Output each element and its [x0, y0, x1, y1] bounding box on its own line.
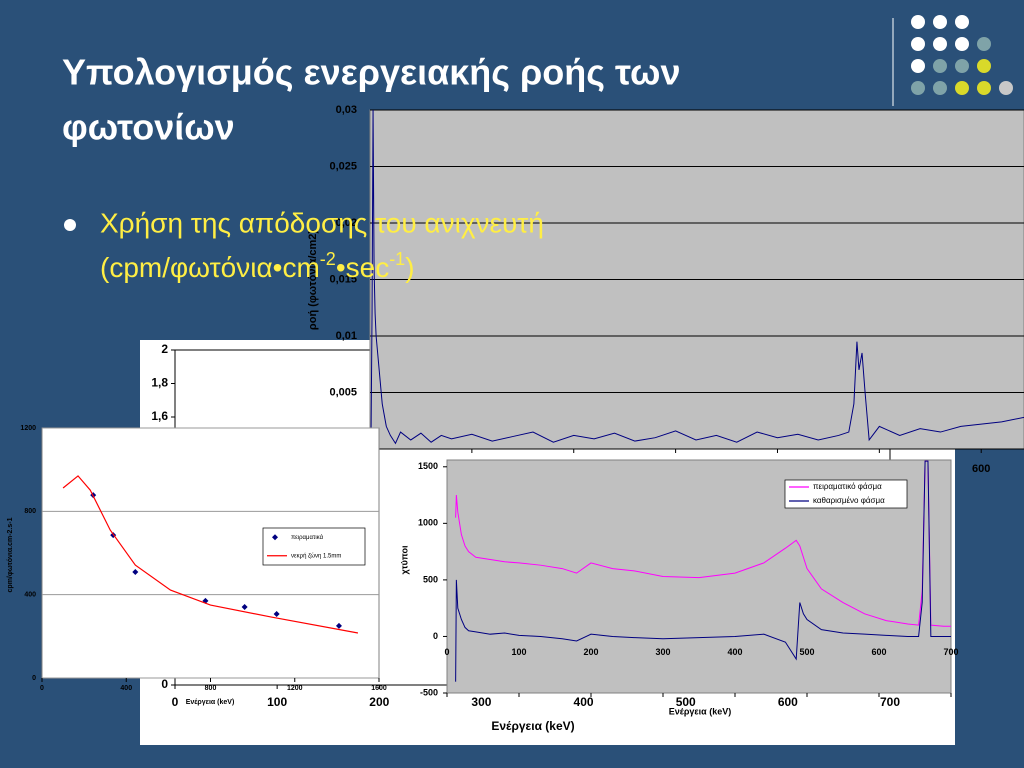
bullet-part: ) — [405, 252, 414, 283]
x-tick-label: 100 — [511, 647, 526, 657]
dot — [977, 81, 991, 95]
y-tick-label: 1,8 — [151, 376, 168, 390]
data-point — [241, 603, 248, 610]
x-tick-label: 600 — [871, 647, 886, 657]
dot — [955, 37, 969, 51]
chart: 00,0050,010,0150,020,0250,03010020030040… — [307, 104, 1024, 499]
dot — [955, 81, 969, 95]
y-tick-label: 0,025 — [329, 160, 357, 172]
chart: 0 400 800 1200 0 400 800 1200 1600 Ενέργεια (keV)… — [7, 425, 387, 706]
x-tick-label: 300 — [471, 695, 491, 709]
legend-label: καθαρισμένο φάσμα — [813, 496, 885, 505]
data-point — [335, 622, 342, 629]
x-tick-label: 400 — [727, 647, 742, 657]
x-tick-label: 0 — [444, 647, 449, 657]
plot — [370, 110, 1024, 445]
y-tick-label: 0,015 — [329, 273, 357, 285]
bullet-dot — [64, 219, 76, 231]
x-tick-label: 500 — [799, 647, 814, 657]
y-tick-label: 400 — [24, 592, 36, 599]
data-point — [132, 568, 139, 575]
x-tick-label: 100 — [267, 695, 287, 709]
x-tick-label: 400 — [120, 685, 132, 692]
y-tick-label: 0 — [32, 675, 36, 682]
slide-title: φωτονίων — [62, 107, 235, 148]
x-tick-label: 500 — [676, 695, 696, 709]
y-tick-label: -500 — [420, 687, 438, 697]
y-tick-label: 2 — [161, 342, 168, 356]
x-tick-label: 200 — [583, 647, 598, 657]
y-tick-label: 1200 — [20, 425, 36, 432]
x-axis-label: Ενέργεια (keV) — [491, 719, 574, 733]
y-axis-label: χτύποι — [399, 545, 409, 575]
slide-title: Υπολογισμός ενεργειακής ροής των — [62, 52, 681, 93]
legend-label: πειραματικά — [291, 534, 324, 541]
legend-marker — [272, 534, 278, 541]
dot — [955, 15, 969, 29]
dot — [977, 37, 991, 51]
x-tick-label: 800 — [205, 685, 217, 692]
y-tick-label: 1500 — [418, 461, 438, 471]
x-axis-label: Ενέργεια (keV) — [186, 699, 235, 706]
dot — [999, 81, 1013, 95]
bullet-part: (cpm/φωτόνια•cm — [100, 252, 320, 283]
dot — [977, 59, 991, 73]
dot — [933, 37, 947, 51]
chart: -500 0 500 1000 1500 0 100 200 300 400 500 600 700 Εν… — [399, 459, 959, 716]
bullet-text: Χρήση της απόδοσης του ανιχνευτή — [100, 207, 544, 238]
y-tick-label: 800 — [24, 508, 36, 515]
x-tick-label: 0 — [172, 695, 179, 709]
x-axis-label: Ενέργεια (keV) — [669, 706, 731, 716]
dot — [933, 81, 947, 95]
plot — [62, 475, 359, 634]
x-tick-label: 700 — [943, 647, 958, 657]
legend-label: πειραματικό φάσμα — [813, 482, 882, 491]
legend-label: νεκρή ζώνη 1.5mm — [291, 552, 341, 559]
legend-box — [784, 479, 908, 509]
dot — [933, 59, 947, 73]
dot — [911, 59, 925, 73]
y-axis-label: cpm/φωτόνια.cm-2.s-1 — [7, 517, 14, 592]
dot — [933, 15, 947, 29]
x-tick-label: 1200 — [287, 685, 303, 692]
x-tick-label: 300 — [655, 647, 670, 657]
legend-box — [262, 527, 366, 566]
x-tick-label: 1600 — [371, 685, 387, 692]
x-tick-label: 600 — [778, 695, 798, 709]
y-tick-label: 1,6 — [151, 409, 168, 423]
data-point — [273, 611, 280, 618]
bullet-text: (cpm/φωτόνια•cm-2•sec-1) — [100, 249, 415, 284]
dot — [911, 81, 925, 95]
data-line — [62, 475, 359, 634]
decoration — [892, 15, 1013, 106]
superscript: -2 — [320, 249, 336, 269]
superscript: -1 — [389, 249, 405, 269]
y-tick-label: 1000 — [418, 518, 438, 528]
x-tick-label: 700 — [880, 695, 900, 709]
y-tick-label: 500 — [423, 574, 438, 584]
y-tick-label: 0 — [161, 677, 168, 691]
dot — [955, 59, 969, 73]
y-tick-label: 0,02 — [336, 217, 357, 229]
dot — [911, 15, 925, 29]
bullet-part: •sec — [336, 252, 389, 283]
data-line — [455, 460, 951, 682]
x-tick-label: 400 — [574, 695, 594, 709]
plot — [455, 460, 951, 682]
charts: 00,20,40,60,811,21,41,61,820100200300400… — [7, 104, 1024, 745]
x-tick-label: 200 — [369, 695, 389, 709]
y-tick-label: 0,03 — [336, 104, 357, 116]
data-line — [455, 460, 951, 627]
x-tick-label: 0 — [40, 685, 44, 692]
y-tick-label: 0 — [433, 631, 438, 641]
data-line — [370, 110, 1024, 445]
y-tick-label: 0,005 — [329, 386, 357, 398]
y-tick-label: 0,01 — [336, 330, 357, 342]
x-tick-label: 600 — [972, 463, 990, 475]
dot — [911, 37, 925, 51]
y-axis-label: ροή (φωτόνια/cm2) — [307, 230, 319, 330]
